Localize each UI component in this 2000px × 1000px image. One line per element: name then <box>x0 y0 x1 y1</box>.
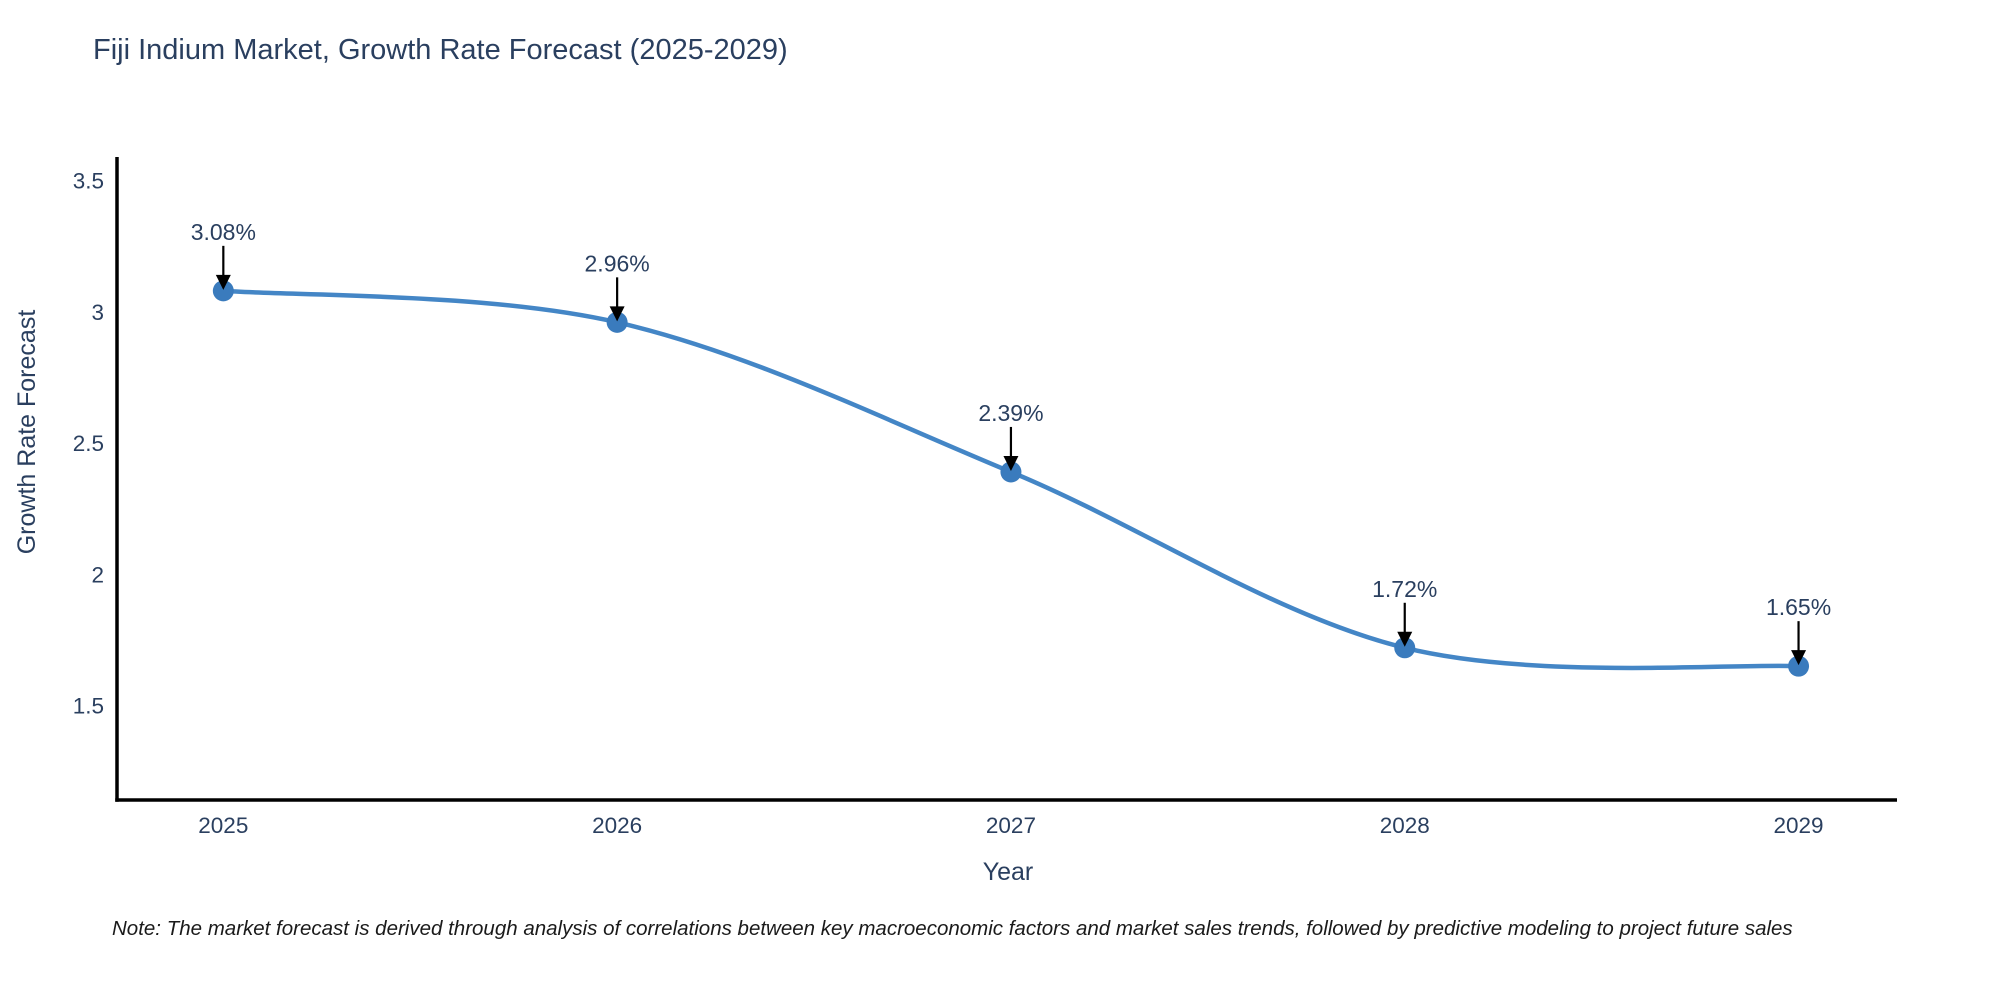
x-tick-label: 2028 <box>1380 813 1430 838</box>
annotation-arrowhead-icon <box>1003 455 1019 471</box>
point-annotation-label: 2.39% <box>978 400 1043 426</box>
x-axis-title: Year <box>982 858 1034 886</box>
x-tick-label: 2025 <box>198 813 248 838</box>
data-point-marker <box>606 311 628 333</box>
annotation-arrowhead-icon <box>1397 631 1413 647</box>
y-tick-label: 2.5 <box>73 431 104 456</box>
data-point-marker <box>1394 637 1416 659</box>
point-annotation-label: 2.96% <box>585 250 650 276</box>
x-tick-label: 2026 <box>592 813 642 838</box>
data-point-marker <box>212 280 234 302</box>
y-axis-title: Growth Rate Forecast <box>13 309 41 555</box>
y-tick-label: 3.5 <box>73 169 104 194</box>
x-tick-label: 2027 <box>986 813 1036 838</box>
data-point-marker <box>1000 461 1022 483</box>
y-tick-label: 1.5 <box>73 694 104 719</box>
chart-title: Fiji Indium Market, Growth Rate Forecast… <box>93 34 788 66</box>
point-annotation-label: 1.72% <box>1372 576 1437 602</box>
chart-footnote: Note: The market forecast is derived thr… <box>112 917 1793 940</box>
data-point-marker <box>1788 655 1810 677</box>
y-tick-label: 2 <box>91 562 104 587</box>
y-tick-label: 3 <box>91 300 104 325</box>
annotation-arrowhead-icon <box>215 274 231 290</box>
annotation-arrowhead-icon <box>1791 650 1807 666</box>
x-tick-label: 2029 <box>1774 813 1824 838</box>
point-annotation-label: 1.65% <box>1766 594 1831 620</box>
annotation-arrowhead-icon <box>609 306 625 322</box>
point-annotation-label: 3.08% <box>191 219 256 245</box>
